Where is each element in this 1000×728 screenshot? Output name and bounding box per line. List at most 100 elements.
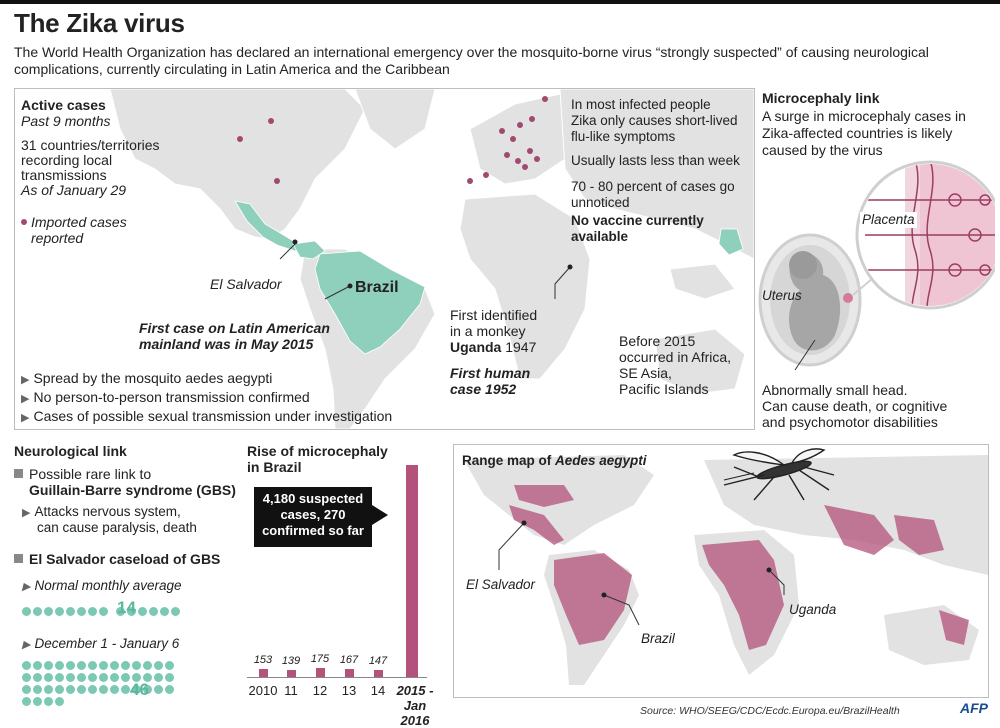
gbs-l1-text: Possible rare link to [29,466,152,482]
first-case-l2: mainland was in May 2015 [139,336,314,352]
dec-label: ▶ December 1 - January 6 [22,636,179,653]
uganda-year: 1947 [505,339,537,355]
play-bullet-icon: ▶ [22,581,31,593]
gbs-case-dot [33,661,42,670]
countries-count-l3: transmissions [21,167,107,183]
gbs-case-dot [55,685,64,694]
attack-l1: ▶ Attacks nervous system, [22,504,181,521]
gbs-case-dot [110,673,119,682]
gbs-case-dot [22,607,31,616]
spread-item-2-text: No person-to-person transmission confirm… [33,389,310,405]
first-human-l2: case 1952 [450,381,517,397]
gbs-case-dot [77,661,86,670]
mosquito-icon [723,448,835,501]
gbs-case-dot [143,673,152,682]
before-2015-l1: Before 2015 [619,333,696,349]
australia-landmass [654,328,746,395]
range-south-asia [824,505,894,555]
microcephaly-text-l1: A surge in microcephaly cases in [762,108,966,124]
gbs-case-dot [99,607,108,616]
square-bullet-icon [14,469,23,478]
normal-label: ▶ Normal monthly average [22,578,182,595]
range-central-america [509,505,564,545]
caribbean-affected [292,240,326,260]
gbs-case-dot [55,697,64,706]
gbs-case-dot [88,607,97,616]
chart-value-label: 147 [368,654,388,667]
map-label-el-salvador: El Salvador [210,276,282,292]
chart-bar [374,669,383,677]
gbs-case-dot [132,685,141,694]
range-label-uganda: Uganda [789,602,837,617]
attack-l1-text: Attacks nervous system, [34,504,181,519]
fact-4-l1: No vaccine currently [571,213,704,228]
first-case-l1: First case on Latin American [139,320,330,336]
fact-4-l2: available [571,229,629,244]
range-map-panel: Range map of Aedes aegypti El Salvador B… [453,444,989,698]
fact-1-l1: In most infected people [571,97,711,112]
chart-category-label-l2: Jan 2016 [400,698,430,728]
gbs-case-dot [22,673,31,682]
gbs-case-dot [33,607,42,616]
north-america-landmass [109,89,366,240]
gbs-case-dot [66,685,75,694]
gbs-case-dot [171,607,180,616]
top-rule [0,0,1000,4]
chart-callout: 4,180 suspected cases, 270 confirmed so … [254,487,372,547]
chart-value-label: 153 [253,654,273,667]
fact-3-l2: unnoticed [571,195,630,210]
gbs-case-dot [22,697,31,706]
fact-1-l2: Zika only causes short-lived [571,113,738,128]
gbs-case-dot [33,697,42,706]
asia-affected [718,228,744,256]
range-se-asia [894,515,944,555]
uganda-label: Uganda [450,339,502,355]
uterus-label: Uterus [762,288,802,303]
gbs-case-dot [165,673,174,682]
play-bullet-icon: ▶ [21,374,30,386]
countries-count-l1: 31 countries/territories [21,137,160,153]
uganda-1947: Uganda 1947 [450,339,536,356]
range-heading-prefix: Range map of [462,453,556,468]
gbs-case-dot [121,685,130,694]
spread-item-3-text: Cases of possible sexual transmission un… [33,408,393,424]
microcephaly-text-l2: Zika-affected countries is likely [762,125,953,141]
gbs-case-dot [55,661,64,670]
chart-category-label: 2010 [248,683,278,698]
gbs-case-dot [143,661,152,670]
gbs-case-dot [88,685,97,694]
gbs-case-dot [99,673,108,682]
imported-label-l1: Imported cases [31,214,127,230]
dec-dots [22,660,182,708]
gbs-case-dot [127,607,136,616]
gbs-case-dot [44,673,53,682]
chart-value-label: 167 [339,653,359,666]
play-bullet-icon: ▶ [21,412,30,424]
chart-baseline [247,677,427,678]
greenland-landmass [354,89,436,150]
gbs-case-dot [110,661,119,670]
gbs-case-dot [149,607,158,616]
microcephaly-heading: Microcephaly link [762,90,880,106]
gbs-case-dot [154,661,163,670]
placenta-illustration [758,160,995,371]
page-title: The Zika virus [14,8,185,38]
gbs-case-dot [132,673,141,682]
gbs-case-dot [44,685,53,694]
map-label-brazil: Brazil [355,279,399,296]
range-australia [939,610,969,645]
range-label-el-salvador: El Salvador [466,577,536,592]
gbs-case-dot [116,607,125,616]
chart-title-l2: in Brazil [247,459,302,475]
chart-bar [316,668,325,677]
spread-item-2: ▶ No person-to-person transmission confir… [21,389,310,408]
callout-l1: 4,180 suspected [262,491,364,506]
callout-l3: confirmed so far [262,523,364,538]
gbs-case-dot [154,685,163,694]
microcephaly-desc-l1: Abnormally small head. [762,382,908,398]
range-map-heading: Range map of Aedes aegypti [462,453,647,469]
gbs-l1: Possible rare link to [14,466,151,483]
gbs-case-dot [88,673,97,682]
caseload-heading: El Salvador caseload of GBS [14,551,220,568]
play-bullet-icon: ▶ [22,507,31,519]
